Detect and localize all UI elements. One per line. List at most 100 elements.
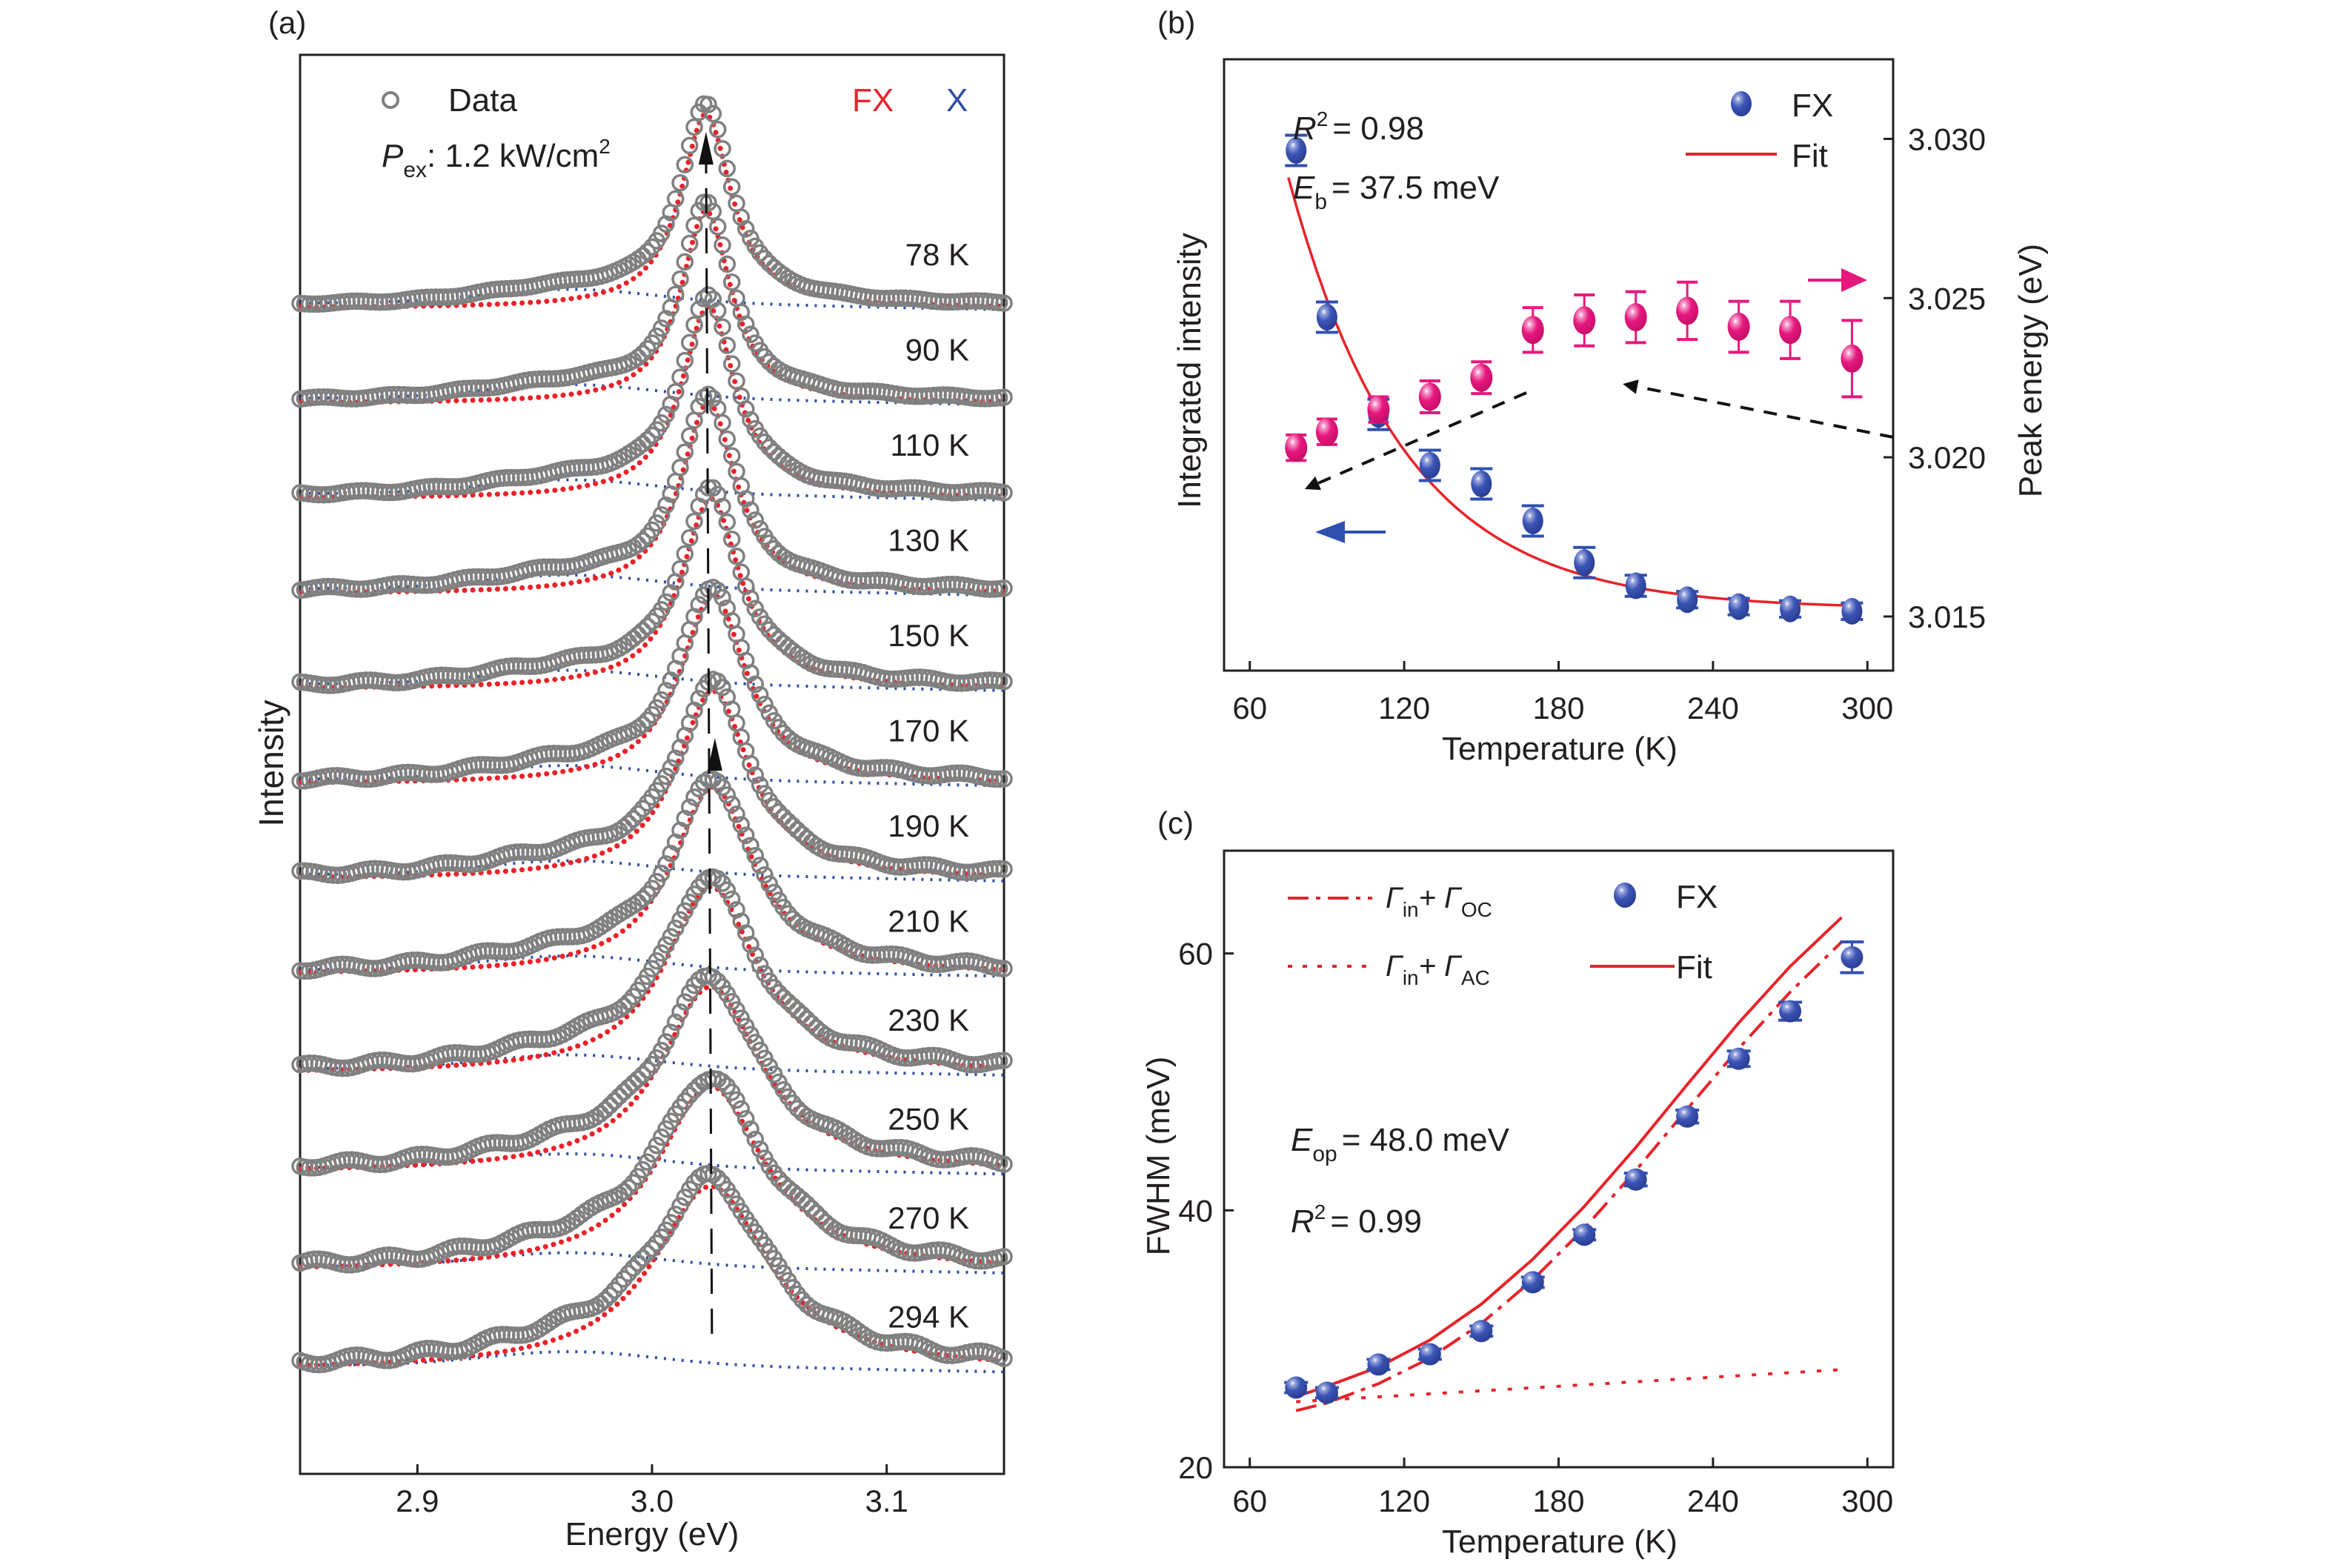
data-point [718,430,737,448]
data-point [634,435,652,453]
excitation-power-annotation: Pex: 1.2 kW/cm2 [382,135,611,182]
fx-marker [1728,593,1749,620]
fwhm-point [1520,1271,1545,1294]
legend-fit-label-c: Fit [1676,949,1712,986]
fwhm-point [1469,1320,1494,1343]
data-point [619,1264,638,1283]
data-point [756,433,774,451]
up-arrow-head [698,132,714,165]
data-point [694,290,713,308]
data-point [770,1170,788,1188]
data-point [704,104,722,123]
data-point [666,285,685,303]
r-squared-b: R2 = 0.98 [1293,107,1424,147]
peak-energy-point [1727,299,1750,354]
x-component-curve [299,668,1005,692]
data-point [742,837,759,854]
fx-point-b [1521,504,1544,538]
fwhm-marker [1470,1320,1493,1343]
data-point [690,689,708,708]
annotation-text: : 1.2 kW/cm [427,138,599,174]
data-point [610,1087,628,1106]
data-point [751,956,769,974]
x-tick-label-a: 2.9 [396,1484,439,1518]
x-axis-label-b: Temperature (K) [1442,731,1678,767]
data-point [708,1169,727,1187]
x-tick-label-b: 180 [1532,691,1584,725]
data-point [722,178,741,196]
fx-point-b [1418,448,1441,482]
peak-energy-point [1676,280,1699,342]
fx-point-b [1727,593,1750,620]
spectrum-230k: 230 K [291,868,1013,1077]
data-point [685,512,703,531]
data-point [722,890,741,908]
fwhm-marker [1367,1353,1390,1376]
data-point [708,302,727,320]
data-point [657,1033,675,1051]
data-point [699,193,717,212]
y-axis-left-label-b: Integrated intensity [1171,233,1208,508]
data-point [742,501,759,519]
legend-x-label: X [946,82,968,119]
fwhm-point [1572,1223,1597,1246]
legend-data-label: Data [448,82,517,119]
data-point [652,414,671,432]
fx-marker [1522,508,1543,534]
y-tick-label-c: 60 [1178,937,1213,971]
data-point [788,1001,807,1020]
temperature-label: 294 K [888,1300,969,1335]
data-point [718,255,737,273]
data-point [676,253,694,271]
data-point [742,411,759,429]
data-point [662,1023,680,1041]
fx-marker [1625,572,1646,599]
peak-energy-marker [1470,363,1493,392]
temperature-label: 190 K [888,808,969,843]
data-point [746,766,765,784]
fx-marker [1316,304,1337,330]
spectrum-130k: 130 K [291,385,1013,599]
fx-point-b [1470,467,1493,501]
data-point [995,770,1013,788]
x-tick-label-a: 3.1 [865,1484,908,1518]
peak-energy-point [1367,395,1390,424]
data-point [722,273,741,291]
annotation-sub: ex [403,158,427,182]
x-tick-label-b: 300 [1841,691,1893,725]
temperature-label: 230 K [888,1003,969,1037]
data-point [756,866,774,884]
peak-energy-point [1573,293,1596,348]
temperature-label: 150 K [888,618,969,653]
y2-tick-label-b: 3.015 [1908,599,1986,634]
e-sub: b [1314,190,1327,214]
data-point [995,579,1013,597]
fwhm-marker [1521,1271,1544,1294]
data-point [643,1240,661,1258]
data-point [652,691,671,709]
data-point [676,443,694,461]
data-point [774,808,793,826]
r2-value: = 0.98 [1332,110,1424,147]
data-point [995,960,1013,977]
x-component-curve [299,382,1005,407]
gamma-symbol: Γ [1386,882,1404,914]
data-point [629,1254,647,1272]
e-symbol: E [1293,170,1315,206]
fx-marker [1471,471,1492,497]
fwhm-marker [1573,1223,1596,1246]
peak-energy-marker [1841,344,1863,373]
data-point [596,1291,614,1309]
peak-energy-marker [1315,417,1338,446]
data-point [624,810,642,828]
peak-energy-point [1285,433,1308,462]
x-axis-label-a: Energy (eV) [565,1516,739,1552]
data-point [671,1003,689,1021]
fwhm-point [1284,1376,1309,1399]
data-point [680,234,699,253]
data-point [629,348,647,367]
data-point [657,767,675,785]
data-point [648,514,666,532]
data-point [671,1197,689,1215]
data-point [756,348,774,366]
